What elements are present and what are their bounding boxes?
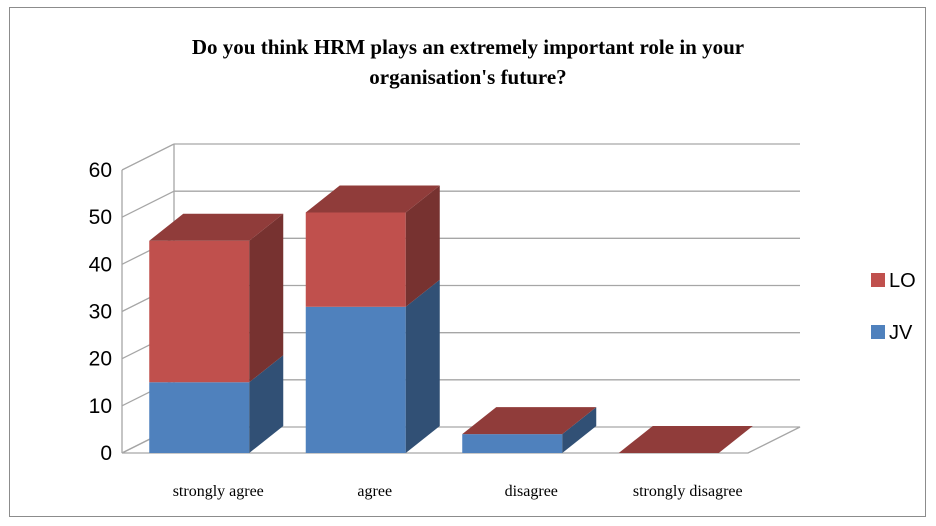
chart-title-line-2: organisation's future? (369, 65, 567, 89)
bar-lo-front (149, 240, 250, 383)
legend: LO JV (871, 270, 916, 344)
gridline-depth (121, 143, 175, 171)
legend-label-lo: LO (889, 270, 916, 292)
bar-lo-side (249, 213, 284, 383)
bar-jv-front (305, 306, 406, 453)
bar-top-cap (149, 213, 284, 241)
bar-lo-front (305, 212, 406, 307)
y-tick-label: 60 (89, 159, 112, 182)
x-category-label: strongly disagree (633, 483, 743, 500)
chart-title: Do you think HRM plays an extremely impo… (0, 32, 936, 92)
bar-lo-side (405, 185, 440, 307)
y-tick-label: 10 (89, 395, 112, 418)
x-category-label: strongly agree (173, 483, 264, 500)
y-tick-label: 50 (89, 206, 112, 229)
bar-top-cap (618, 426, 753, 453)
bar-top-cap (462, 407, 597, 435)
y-tick-label: 40 (89, 253, 112, 276)
gridline-depth (121, 190, 175, 218)
bar-top-cap (305, 185, 440, 213)
chart-title-line-1: Do you think HRM plays an extremely impo… (191, 35, 745, 59)
legend-swatch-lo (871, 273, 885, 287)
x-category-label: agree (357, 483, 392, 500)
bar-jv-front (462, 434, 563, 453)
y-tick-label: 0 (100, 442, 112, 465)
y-tick-label: 30 (89, 301, 112, 324)
bar-jv-side (562, 407, 597, 453)
x-axis-categories: strongly agree agree disagree strongly disa… (173, 483, 743, 500)
y-axis-ticks: 0 10 20 30 40 50 60 (89, 159, 112, 465)
legend-swatch-jv (871, 325, 885, 339)
bars (149, 185, 753, 453)
x-category-label: disagree (505, 483, 558, 500)
bar-jv-side (249, 355, 284, 453)
y-tick-label: 20 (89, 348, 112, 371)
bar-jv-front (149, 382, 250, 453)
legend-label-jv: JV (889, 322, 913, 344)
bar-jv-side (405, 279, 440, 453)
